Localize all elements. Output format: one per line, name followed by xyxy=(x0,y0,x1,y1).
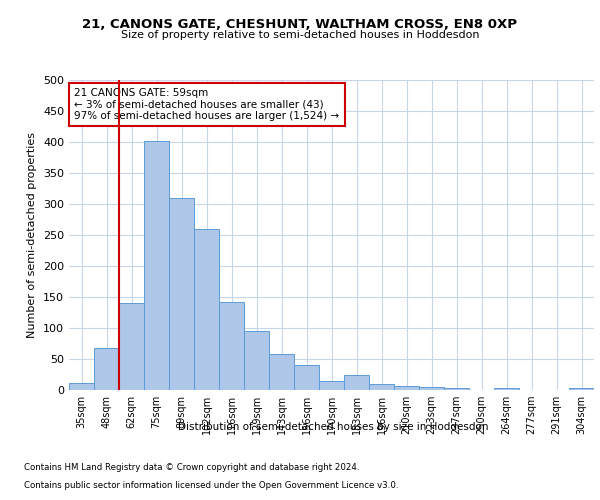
Text: 21 CANONS GATE: 59sqm
← 3% of semi-detached houses are smaller (43)
97% of semi-: 21 CANONS GATE: 59sqm ← 3% of semi-detac… xyxy=(74,88,340,121)
Bar xyxy=(344,375,369,390)
Bar xyxy=(419,387,444,390)
Bar xyxy=(294,365,319,390)
Bar xyxy=(119,303,144,390)
Bar xyxy=(369,384,394,390)
Bar xyxy=(244,331,269,390)
Text: Contains HM Land Registry data © Crown copyright and database right 2024.: Contains HM Land Registry data © Crown c… xyxy=(24,463,359,472)
Bar xyxy=(494,388,519,390)
Text: Contains public sector information licensed under the Open Government Licence v3: Contains public sector information licen… xyxy=(24,480,398,490)
Bar xyxy=(194,229,219,390)
Bar xyxy=(69,382,94,390)
Y-axis label: Number of semi-detached properties: Number of semi-detached properties xyxy=(28,132,37,338)
Bar xyxy=(144,141,169,390)
Bar xyxy=(394,386,419,390)
Bar xyxy=(269,354,294,390)
Bar xyxy=(219,302,244,390)
Text: Distribution of semi-detached houses by size in Hoddesdon: Distribution of semi-detached houses by … xyxy=(178,422,488,432)
Text: Size of property relative to semi-detached houses in Hoddesdon: Size of property relative to semi-detach… xyxy=(121,30,479,40)
Bar xyxy=(569,388,594,390)
Bar xyxy=(169,198,194,390)
Bar xyxy=(444,388,469,390)
Bar xyxy=(94,348,119,390)
Text: 21, CANONS GATE, CHESHUNT, WALTHAM CROSS, EN8 0XP: 21, CANONS GATE, CHESHUNT, WALTHAM CROSS… xyxy=(83,18,517,30)
Bar xyxy=(319,382,344,390)
